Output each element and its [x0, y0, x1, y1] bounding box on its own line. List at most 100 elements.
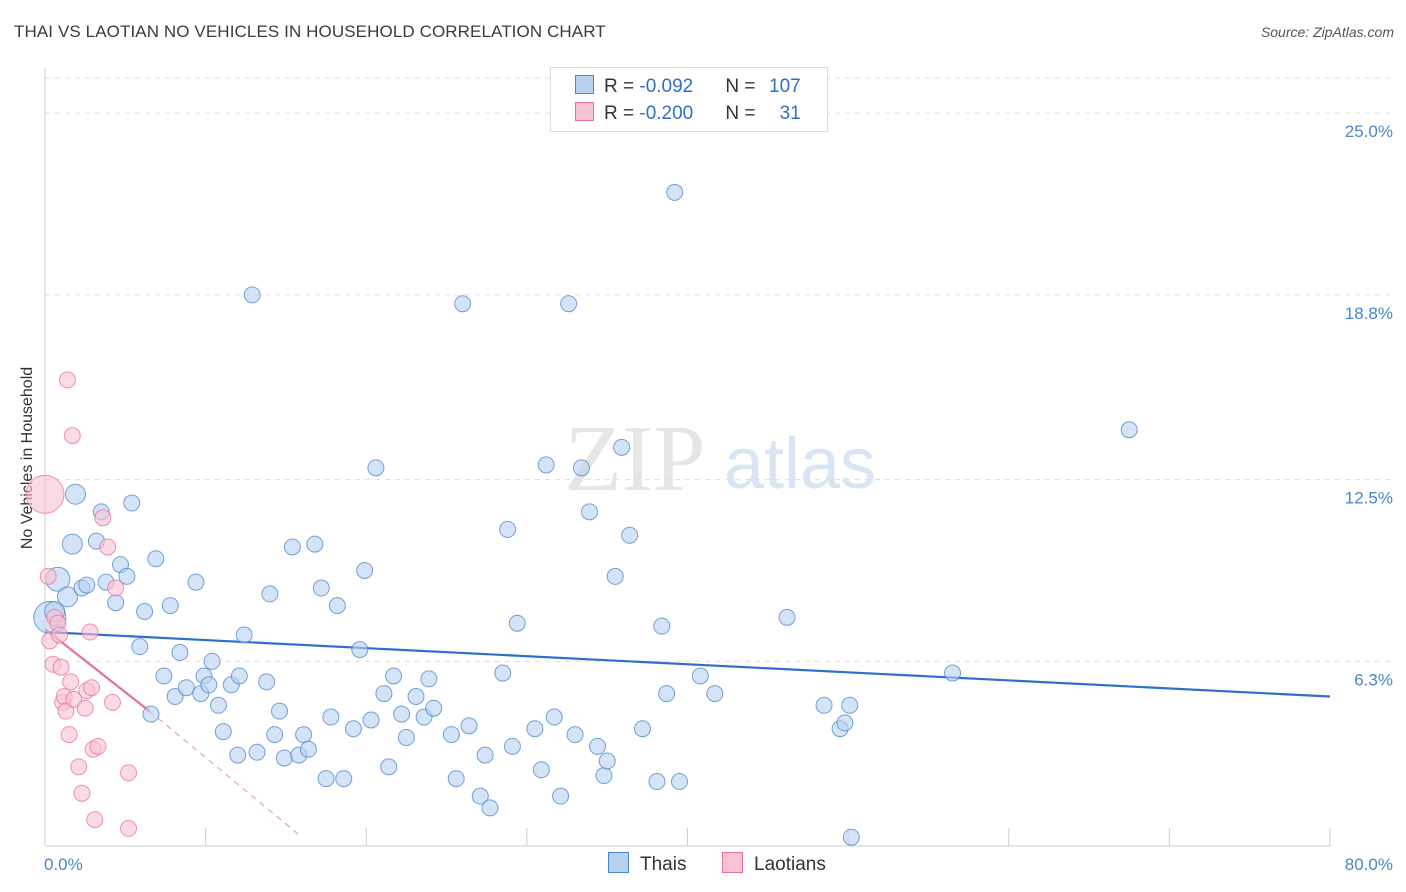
- thais-point: [393, 705, 411, 723]
- legend-n-value: 107: [769, 76, 801, 97]
- legend-n-value: 31: [779, 103, 801, 124]
- thais-point: [351, 641, 369, 659]
- thais-point: [658, 685, 676, 703]
- thais-point: [78, 576, 96, 594]
- thais-point: [328, 597, 346, 615]
- thais-point: [836, 714, 854, 732]
- thais-point: [123, 494, 141, 512]
- thais-point: [442, 726, 460, 744]
- thais-point: [147, 550, 165, 568]
- laotians-point: [86, 811, 104, 829]
- thais-swatch: [575, 75, 594, 94]
- thais-point: [248, 743, 266, 761]
- thais-point: [454, 295, 472, 313]
- thais-point: [407, 688, 425, 706]
- thais-point: [161, 597, 179, 615]
- thais-point: [209, 696, 227, 714]
- thais-point: [532, 761, 550, 779]
- y-tick-label: 6.3%: [1354, 670, 1393, 689]
- thais-point: [299, 740, 317, 758]
- thais-point: [56, 586, 78, 608]
- legend-item-laotians[interactable]: Laotians: [722, 852, 826, 876]
- thais-legend-label: Thais: [640, 854, 687, 875]
- thais-point: [177, 679, 195, 697]
- thais-point: [61, 533, 83, 555]
- thais-point: [142, 705, 160, 723]
- laotians-point: [73, 784, 91, 802]
- legend-n-label: N =: [725, 76, 761, 97]
- x-tick-label: 0.0%: [44, 855, 83, 874]
- laotians-point: [52, 658, 70, 676]
- thais-point: [606, 567, 624, 585]
- laotians-point: [83, 679, 101, 697]
- thais-point: [362, 711, 380, 729]
- thais-point: [356, 561, 374, 579]
- thais-point: [171, 644, 189, 662]
- thais-point: [397, 729, 415, 747]
- thais-point: [476, 746, 494, 764]
- legend-r-label: R =: [604, 76, 640, 97]
- thais-point: [545, 708, 563, 726]
- thais-point: [666, 183, 684, 201]
- thais-point: [653, 617, 671, 635]
- thais-point: [385, 667, 403, 685]
- thais-point: [420, 670, 438, 688]
- laotians-point: [120, 819, 138, 837]
- thais-point: [566, 726, 584, 744]
- thais-point: [203, 652, 221, 670]
- laotians-point: [60, 726, 78, 744]
- thais-point: [375, 685, 393, 703]
- thais-point: [118, 567, 136, 585]
- chart-title: THAI VS LAOTIAN NO VEHICLES IN HOUSEHOLD…: [14, 22, 606, 41]
- thais-point: [1120, 421, 1138, 439]
- laotians-point: [58, 371, 76, 389]
- thais-point: [380, 758, 398, 776]
- thais-point: [322, 708, 340, 726]
- thais-point: [499, 520, 517, 538]
- thais-point: [258, 673, 276, 691]
- thais-point: [494, 664, 512, 682]
- thais-point: [706, 685, 724, 703]
- legend-r-label: R =: [604, 103, 640, 124]
- legend-r-value: -0.092: [639, 76, 694, 97]
- gridlines: [45, 77, 1395, 662]
- laotians-point: [70, 758, 88, 776]
- watermark-zip: ZIP: [565, 407, 706, 511]
- stats-legend: R = -0.092 N = 107 R = -0.200 N = 31: [550, 67, 828, 132]
- laotians-swatch: [575, 102, 594, 121]
- thais-point: [344, 720, 362, 738]
- thais-point: [447, 770, 465, 788]
- laotians-point: [65, 690, 83, 708]
- thais-point: [136, 602, 154, 620]
- thais-point: [275, 749, 293, 767]
- thais-point: [944, 664, 962, 682]
- laotians-point: [63, 427, 81, 445]
- thais-point: [200, 676, 218, 694]
- thais-point: [648, 773, 666, 791]
- thais-point: [572, 459, 590, 477]
- thais-point: [589, 737, 607, 755]
- thais-point: [670, 773, 688, 791]
- thais-point: [131, 638, 149, 656]
- thais-point: [235, 626, 253, 644]
- thais-point: [552, 787, 570, 805]
- thais-point: [335, 770, 353, 788]
- laotians-point: [39, 567, 57, 585]
- thais-point: [295, 726, 313, 744]
- thais-point: [691, 667, 709, 685]
- legend-row-laotians: R = -0.200 N = 31: [575, 102, 801, 124]
- thais-point: [107, 594, 125, 612]
- legend-item-thais[interactable]: Thais: [608, 852, 686, 876]
- thais-point: [634, 720, 652, 738]
- laotians-point: [57, 702, 75, 720]
- laotians-point: [81, 623, 99, 641]
- thais-point: [187, 573, 205, 591]
- laotians-point: [62, 673, 80, 691]
- thais-point: [266, 726, 284, 744]
- thais-point: [155, 667, 173, 685]
- legend-n-label: N =: [725, 103, 761, 124]
- tick-labels: 6.3% 12.5% 18.8% 25.0% 0.0% 80.0%: [44, 122, 1393, 874]
- data-points: [25, 183, 1138, 846]
- thais-point: [261, 585, 279, 603]
